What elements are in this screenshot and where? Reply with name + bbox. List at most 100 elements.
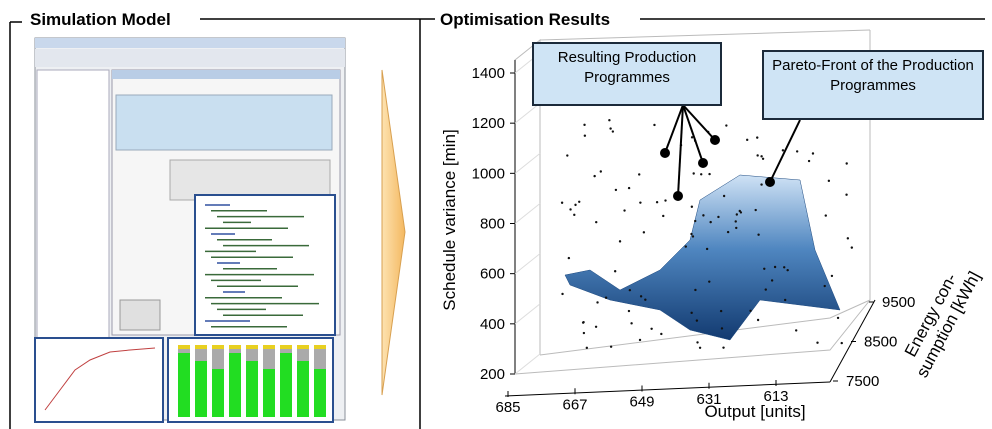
point <box>614 188 618 192</box>
point <box>746 138 749 142</box>
point <box>709 220 712 224</box>
bar <box>195 345 207 349</box>
point <box>702 214 705 217</box>
point <box>690 311 693 315</box>
point <box>594 325 598 328</box>
point <box>756 154 759 157</box>
bar <box>178 345 190 349</box>
point <box>623 209 626 212</box>
callout-lines <box>664 104 801 197</box>
point <box>573 213 576 217</box>
z-tick-label: 9500 <box>882 294 915 311</box>
point <box>698 346 702 350</box>
point <box>627 186 631 190</box>
point <box>700 173 703 176</box>
y-axis-label: Schedule variance [min] <box>440 129 459 310</box>
point <box>628 288 632 292</box>
y-tick-label: 600 <box>480 266 505 283</box>
bar <box>195 361 207 417</box>
point <box>756 318 760 322</box>
y-tick-label: 200 <box>480 366 505 383</box>
point <box>795 150 799 153</box>
grid-line <box>514 303 541 325</box>
y-tick-label: 400 <box>480 316 505 333</box>
y-tick-label: 1000 <box>472 165 505 182</box>
callout-dots <box>660 135 775 201</box>
bar <box>263 345 275 349</box>
point <box>691 235 695 238</box>
point <box>696 341 699 344</box>
bar <box>263 369 275 417</box>
point <box>734 220 737 223</box>
point <box>684 245 687 248</box>
point <box>786 268 789 272</box>
point <box>757 233 760 236</box>
bar <box>212 345 224 349</box>
grid-line <box>514 353 541 375</box>
grid-line <box>514 152 541 174</box>
y-tick-label: 1400 <box>472 65 505 82</box>
point <box>763 267 766 270</box>
point <box>824 214 827 217</box>
point <box>567 256 571 260</box>
point <box>850 246 854 249</box>
point <box>664 199 667 202</box>
point <box>761 157 765 160</box>
point <box>845 162 848 165</box>
pareto-surface <box>564 174 841 341</box>
point <box>830 274 834 278</box>
point <box>840 341 843 345</box>
scatter-points <box>560 119 854 350</box>
point <box>611 130 615 133</box>
bar <box>229 345 241 349</box>
point <box>644 298 647 301</box>
callout: Resulting Production Programmes <box>532 42 722 106</box>
point <box>560 201 564 204</box>
point <box>845 193 848 196</box>
point <box>653 123 656 127</box>
point <box>596 301 599 304</box>
point <box>738 209 741 213</box>
point <box>655 201 659 204</box>
point <box>604 296 608 299</box>
point <box>719 309 723 313</box>
x-tick-label: 685 <box>495 399 520 416</box>
point <box>690 232 693 236</box>
point <box>581 321 585 324</box>
point <box>811 152 815 155</box>
screenshot-code <box>205 204 319 328</box>
x-axis-label: Output [units] <box>704 402 805 421</box>
callout: Pareto-Front of the Production Programme… <box>762 50 984 120</box>
point <box>836 316 840 320</box>
point <box>764 288 767 291</box>
bar <box>280 345 292 349</box>
bar <box>246 361 258 417</box>
point <box>690 205 694 208</box>
point <box>578 200 581 204</box>
point <box>638 338 642 342</box>
z-tick-label: 7500 <box>846 373 879 390</box>
point <box>756 136 759 139</box>
bar <box>314 369 326 417</box>
point <box>760 183 763 186</box>
x-tick-label: 631 <box>696 391 721 408</box>
point <box>569 208 572 211</box>
point <box>561 292 564 296</box>
point <box>613 270 617 273</box>
point <box>599 170 603 173</box>
point <box>722 194 726 198</box>
point <box>582 331 586 335</box>
point <box>794 329 798 332</box>
bar <box>178 353 190 417</box>
point <box>662 214 665 218</box>
point <box>692 172 695 175</box>
point <box>650 327 653 330</box>
point <box>618 240 622 243</box>
grid-line <box>514 102 541 124</box>
point <box>827 179 831 183</box>
bar <box>314 345 326 349</box>
bar <box>229 353 241 417</box>
x-tick-label: 667 <box>562 396 587 413</box>
